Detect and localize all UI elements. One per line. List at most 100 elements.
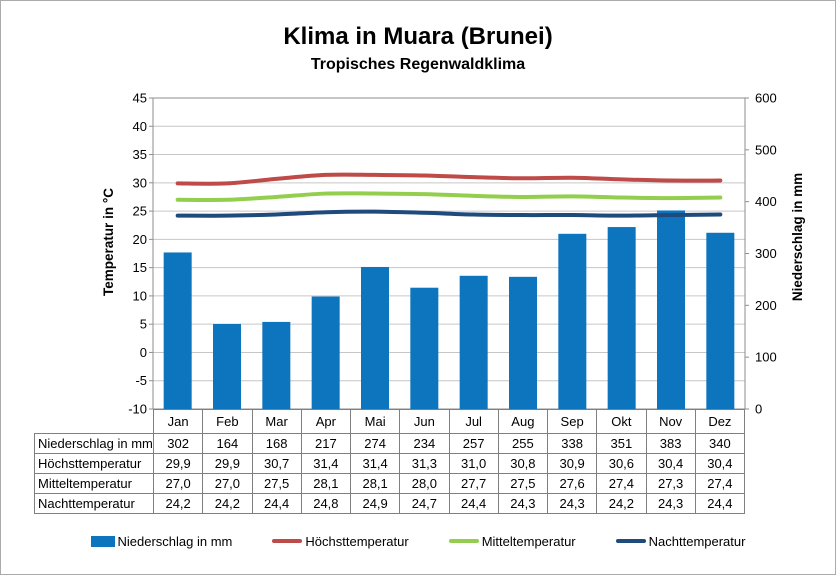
right-axis-tick-label: 200 xyxy=(755,298,777,313)
table-cell: 274 xyxy=(349,433,401,454)
table-cell: 234 xyxy=(399,433,450,454)
bar-jan xyxy=(163,252,192,409)
table-cell: 24,3 xyxy=(645,493,696,514)
table-row-h-chsttemperatur: Höchsttemperatur 29,9 29,9 30,7 31,4 31,4 31,3… xyxy=(34,453,746,474)
month-header-row: Jan Feb Mar Apr Mai Jun Jul Aug Sep Okt Nov Dez xyxy=(35,409,746,434)
plot-area-border xyxy=(152,97,746,410)
table-cell: 27,4 xyxy=(596,473,647,494)
table-cell: 24,9 xyxy=(349,493,401,514)
table-cell: 31,4 xyxy=(300,453,352,474)
table-cell: 351 xyxy=(596,433,647,454)
bar-aug xyxy=(509,276,537,409)
bar-feb xyxy=(213,323,241,409)
table-cell: 27,4 xyxy=(694,473,746,494)
left-axis-tick-label: 35 xyxy=(133,147,147,162)
left-axis-tick-label: 20 xyxy=(133,232,147,247)
table-cell: 168 xyxy=(251,433,302,454)
table-cell: 31,0 xyxy=(448,453,499,474)
table-cell: 30,7 xyxy=(251,453,302,474)
left-axis-title: Temperatur in °C xyxy=(101,188,116,296)
table-cell: 31,3 xyxy=(399,453,450,474)
legend-label: Nachttemperatur xyxy=(648,533,746,549)
right-axis-tick-label: 500 xyxy=(755,142,777,157)
month-label: Jun xyxy=(399,409,450,434)
legend-line-swatch-nachttemperatur xyxy=(615,538,646,544)
table-cell: 27,5 xyxy=(497,473,549,494)
legend-label: Höchsttemperatur xyxy=(305,533,409,549)
table-cell: 31,4 xyxy=(349,453,401,474)
month-label: Dez xyxy=(694,409,746,434)
table-cell: 29,9 xyxy=(202,453,253,474)
right-axis-tick-label: 400 xyxy=(755,194,777,209)
chart-legend: Niederschlag in mm Höchsttemperatur Mittel… xyxy=(1,528,835,554)
month-label: Feb xyxy=(202,409,253,434)
table-cell: 24,7 xyxy=(399,493,450,514)
table-cell: 28,1 xyxy=(300,473,352,494)
row-label: Nachttemperatur xyxy=(34,493,154,514)
legend-label: Niederschlag in mm xyxy=(117,533,233,549)
table-row-mitteltemperatur: Mitteltemperatur 27,0 27,0 27,5 28,1 28,1 28,0… xyxy=(34,473,746,494)
table-cell: 30,6 xyxy=(596,453,647,474)
month-label: Jan xyxy=(152,409,204,434)
page-subtitle: Tropisches Regenwaldklima xyxy=(310,56,526,73)
left-axis: 45 40 35 30 25 20 15 10 5 0 -5 -10 xyxy=(128,91,153,417)
table-cell: 27,3 xyxy=(645,473,696,494)
table-cell: 24,3 xyxy=(497,493,549,514)
table-cell: 257 xyxy=(448,433,499,454)
legend-item-h-chsttemperatur: Höchsttemperatur xyxy=(272,533,409,549)
table-cell: 302 xyxy=(152,433,204,454)
month-label: Apr xyxy=(300,409,352,434)
bar-mai xyxy=(361,266,389,409)
table-row-niederschlag-in-mm: Niederschlag in mm 302 164 168 217 274 234 257 2… xyxy=(34,433,746,454)
left-axis-tick-label: 40 xyxy=(133,119,147,134)
table-cell: 383 xyxy=(645,433,696,454)
line-h-chsttemperatur xyxy=(175,172,723,186)
table-cell: 27,0 xyxy=(152,473,204,494)
left-axis-tick-label: 5 xyxy=(140,317,147,332)
table-cell: 27,0 xyxy=(202,473,253,494)
precipitation-bars xyxy=(163,210,735,409)
right-axis-tick-label: 100 xyxy=(755,350,777,365)
month-label: Jul xyxy=(448,409,499,434)
legend-item-mitteltemperatur: Mitteltemperatur xyxy=(448,534,576,549)
legend-item-niederschlag-in-mm: Niederschlag in mm xyxy=(90,533,233,549)
blank-corner-cell xyxy=(35,410,154,434)
bar-jul xyxy=(459,275,488,409)
right-axis: 600 500 400 300 200 100 0 xyxy=(745,91,777,417)
right-axis-title: Niederschlag in mm xyxy=(790,173,805,301)
bar-jun xyxy=(410,287,439,409)
bar-mar xyxy=(262,321,291,409)
left-axis-tick-label: -5 xyxy=(135,373,147,388)
bar-okt xyxy=(607,227,636,409)
table-cell: 24,3 xyxy=(546,493,598,514)
right-axis-tick-label: 0 xyxy=(755,402,762,417)
legend-item-nachttemperatur: Nachttemperatur xyxy=(615,533,746,549)
table-cell: 30,8 xyxy=(497,453,549,474)
table-cell: 27,7 xyxy=(448,473,499,494)
table-cell: 24,4 xyxy=(448,493,499,514)
left-axis-tick-label: -10 xyxy=(128,402,147,417)
table-cell: 30,4 xyxy=(645,453,696,474)
month-label: Aug xyxy=(497,409,549,434)
month-label: Sep xyxy=(546,409,598,434)
table-cell: 28,0 xyxy=(399,473,450,494)
month-label: Nov xyxy=(645,409,696,434)
table-cell: 27,6 xyxy=(546,473,598,494)
month-label: Okt xyxy=(596,409,647,434)
table-cell: 24,2 xyxy=(202,493,253,514)
left-axis-tick-label: 10 xyxy=(133,288,147,303)
table-cell: 29,9 xyxy=(152,453,204,474)
legend-line-swatch-h-chsttemperatur xyxy=(272,538,303,544)
table-cell: 255 xyxy=(497,433,549,454)
left-axis-tick-label: 15 xyxy=(133,260,147,275)
legend-bar-swatch-niederschlag-in-mm xyxy=(90,535,115,547)
bar-nov xyxy=(657,210,685,409)
table-cell: 24,4 xyxy=(251,493,302,514)
table-cell: 164 xyxy=(202,433,253,454)
table-cell: 217 xyxy=(300,433,352,454)
left-axis-tick-label: 45 xyxy=(133,91,147,106)
right-axis-tick-label: 600 xyxy=(755,91,777,106)
bar-apr xyxy=(311,296,340,409)
